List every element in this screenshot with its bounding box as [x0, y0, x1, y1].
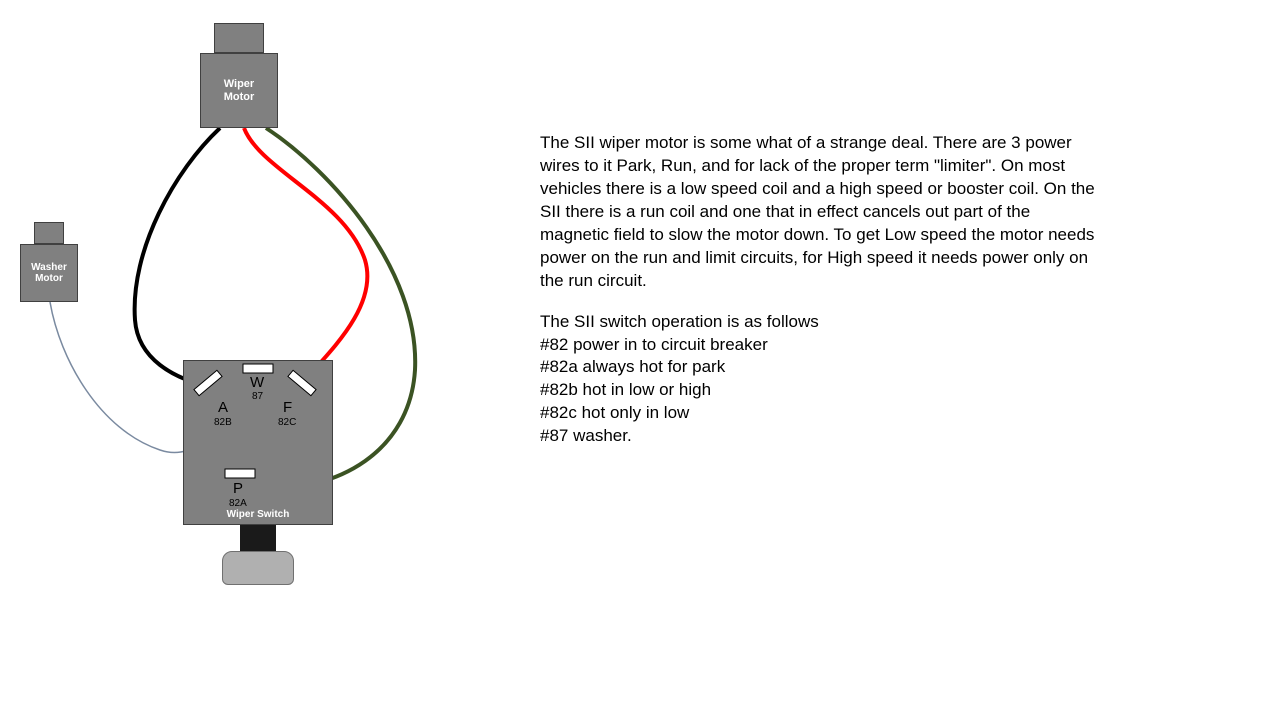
description-para1: The SII wiper motor is some what of a st… [540, 132, 1100, 293]
pin-A-letter: A [218, 399, 228, 416]
washer-motor: Washer Motor [20, 244, 78, 302]
wire-red [244, 128, 367, 386]
pin-W-sub: 87 [252, 391, 263, 402]
wiper-motor-top [214, 23, 264, 53]
wire-black [135, 128, 220, 386]
description-para2: The SII switch operation is as follows#8… [540, 311, 1100, 449]
wiper-switch: W 87 A 82B F 82C P 82A Wiper Switch [183, 360, 333, 525]
diagram-canvas: Wiper Motor Washer Motor W 87 A 82B F 82… [0, 0, 1280, 720]
pin-W-letter: W [250, 374, 264, 391]
wiper-motor: Wiper Motor [200, 53, 278, 128]
switch-knob [222, 551, 294, 585]
wiper-switch-label: Wiper Switch [184, 509, 332, 520]
pin-P-letter: P [233, 480, 243, 497]
description-line: #82 power in to circuit breaker [540, 334, 1100, 357]
description-line: #87 washer. [540, 425, 1100, 448]
switch-stem [240, 525, 276, 551]
description-line: #82c hot only in low [540, 402, 1100, 425]
pin-P-sub: 82A [229, 498, 247, 509]
description-line: The SII switch operation is as follows [540, 311, 1100, 334]
description-line: #82b hot in low or high [540, 379, 1100, 402]
description-text: The SII wiper motor is some what of a st… [540, 132, 1100, 448]
pin-A-sub: 82B [214, 417, 232, 428]
pin-F-sub: 82C [278, 417, 296, 428]
description-line: #82a always hot for park [540, 356, 1100, 379]
pin-F-letter: F [283, 399, 292, 416]
washer-motor-top [34, 222, 64, 244]
